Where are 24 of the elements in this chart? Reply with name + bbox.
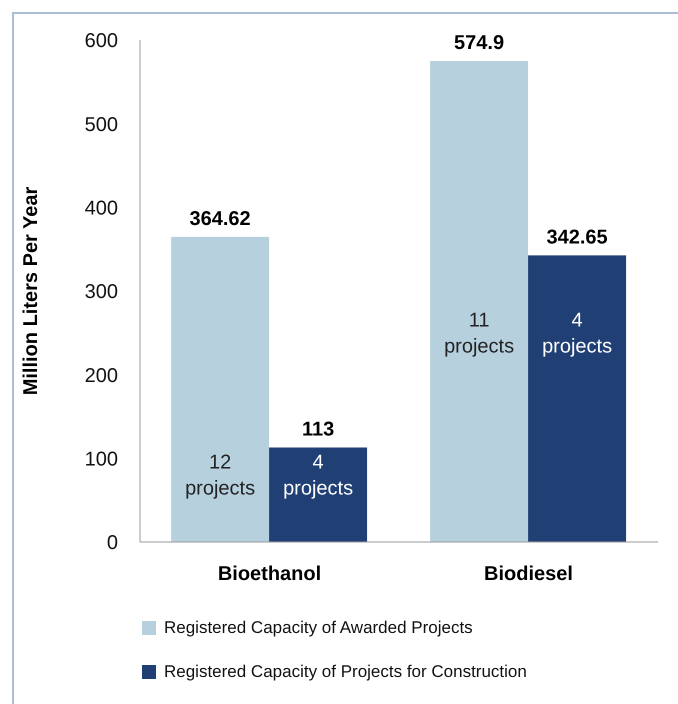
x-tick-label: Bioethanol bbox=[218, 563, 322, 586]
data-label: 574.9 bbox=[454, 32, 504, 54]
y-tick-label: 500 bbox=[84, 114, 118, 136]
y-tick-label: 100 bbox=[84, 448, 118, 470]
y-tick-label: 400 bbox=[84, 197, 118, 220]
data-label: 113 bbox=[302, 418, 334, 440]
legend-label: Registered Capacity of Projects for Construction bbox=[164, 662, 527, 682]
y-tick-label: 200 bbox=[84, 364, 118, 387]
y-tick-label: 300 bbox=[84, 281, 118, 304]
bar bbox=[528, 255, 626, 542]
annotation: 4 projects bbox=[542, 310, 612, 358]
annotation: 11 projects bbox=[444, 310, 514, 358]
bar bbox=[269, 447, 368, 542]
x-tick-label: Biodiesel bbox=[484, 563, 573, 586]
annotation: 12 projects bbox=[185, 452, 256, 500]
y-axis-title: Million Liters Per Year bbox=[20, 186, 42, 396]
y-tick-label: 600 bbox=[84, 30, 118, 52]
bar bbox=[171, 236, 270, 542]
data-label: 342.65 bbox=[546, 226, 608, 248]
data-label: 364.62 bbox=[189, 208, 251, 230]
y-tick-label: 0 bbox=[106, 532, 118, 554]
annotation: 4 projects bbox=[283, 452, 354, 500]
legend-label: Registered Capacity of Awarded Projects bbox=[164, 618, 473, 638]
bar bbox=[430, 61, 528, 542]
